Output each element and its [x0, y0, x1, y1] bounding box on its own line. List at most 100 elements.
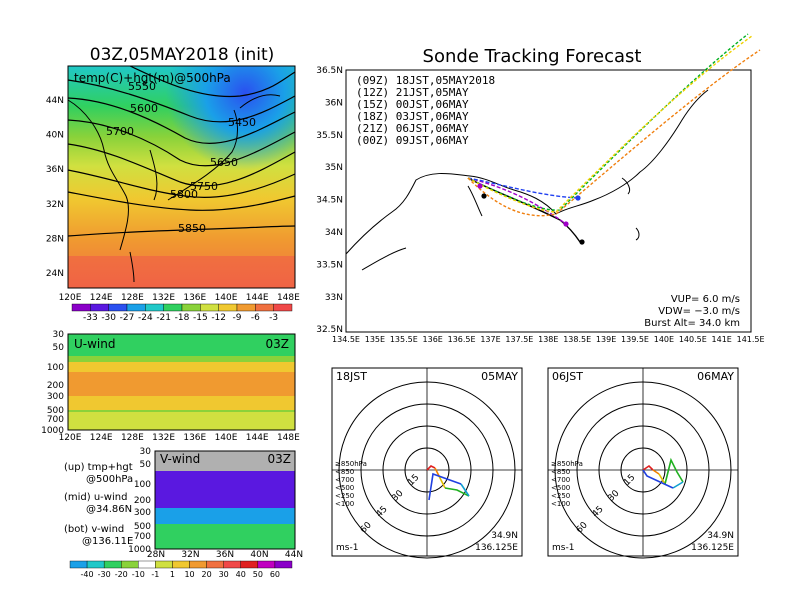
lat-tick-label: 34.5N — [316, 196, 343, 206]
lon-tick-label: 137.5E — [505, 335, 533, 344]
colorbar-swatch — [138, 560, 156, 569]
hodograph-level-label: <100 — [551, 500, 570, 508]
track-panel: (09Z) 18JST,05MAY2018(12Z) 21JST,05MAY(1… — [316, 33, 765, 344]
lon-tick-label: 140.5E — [679, 335, 707, 344]
vwind-label: V-wind — [160, 452, 200, 466]
point-12z — [563, 221, 569, 227]
pressure-tick-label: 50 — [140, 460, 152, 470]
hodograph-lon: 136.125E — [691, 543, 734, 553]
point-09z — [481, 193, 487, 199]
contour-label: 5800 — [170, 188, 198, 201]
track-legend: (09Z) 18JST,05MAY2018(12Z) 21JST,05MAY(1… — [356, 74, 495, 147]
colorbar-label: -18 — [175, 313, 190, 323]
colorbar-label: -24 — [138, 313, 153, 323]
contour-5850 — [67, 225, 296, 237]
note-up: (up) tmp+hgt — [64, 462, 133, 473]
hodograph-trace — [658, 473, 666, 485]
track-legend-entry: (15Z) 00JST,06MAY — [356, 98, 469, 111]
pressure-tick-label: 200 — [134, 496, 151, 506]
track-lat-ticks: 36.5N 36N 35.5N 35N 34.5N 34N 33.5N 33N 32.5N — [316, 66, 343, 335]
colorbar-swatch — [181, 303, 201, 312]
lon-tick-label: 148E — [277, 293, 300, 303]
contour-label: 5650 — [210, 156, 238, 169]
track-vdw: VDW= −3.0 m/s — [658, 306, 740, 317]
hodograph-trace — [642, 464, 654, 471]
vwind-frame — [154, 450, 296, 550]
note-bot-sub: @136.11E — [82, 536, 133, 547]
uwind-frame — [67, 333, 296, 431]
contour-label: 5450 — [228, 116, 256, 129]
pressure-tick-label: 1000 — [128, 545, 151, 555]
lat-tick-label: 44N — [46, 96, 64, 106]
hodograph-trace — [438, 475, 446, 489]
colorbar-label: -21 — [156, 313, 171, 323]
colorbar-label: -20 — [115, 570, 128, 579]
uwind-lon-ticks: 120E 124E 128E 132E 136E 140E 144E 148E — [59, 433, 301, 443]
colorbar-label: -10 — [132, 570, 145, 579]
pressure-tick-label: 30 — [140, 447, 152, 457]
colorbar-swatch — [257, 560, 276, 569]
track-frame — [345, 69, 752, 333]
contour-label: 5550 — [128, 80, 156, 93]
track-legend-entry: (09Z) 18JST,05MAY2018 — [356, 74, 495, 87]
lat-tick-label: 32N — [46, 200, 64, 210]
pressure-tick-label: 30 — [53, 330, 65, 340]
colorbar-label: 10 — [184, 570, 194, 579]
map500-cold-core — [68, 66, 295, 288]
contour-5450 — [129, 65, 296, 98]
colorbar-label: -30 — [101, 313, 116, 323]
track-legend-entry: (12Z) 21JST,05MAY — [356, 86, 469, 99]
colorbar-label: 1 — [170, 570, 175, 579]
lon-tick-label: 144E — [246, 433, 269, 443]
coast-japan — [167, 109, 238, 201]
lat-tick-label: 24N — [46, 269, 64, 279]
colorbar-swatch — [90, 303, 109, 312]
lon-tick-label: 120E — [59, 293, 82, 303]
lon-tick-label: 139.5E — [621, 335, 649, 344]
contour-5550 — [67, 79, 296, 123]
lon-tick-label: 120E — [59, 433, 82, 443]
map500-panel: temp(C)+hgt(m)@500hPa 5550 5600 5700 5450 56… — [46, 65, 300, 323]
point-15z — [575, 195, 581, 201]
lat-tick-label: 36N — [325, 98, 343, 108]
hodograph-level-label: ≥850hPa — [551, 460, 583, 468]
lon-tick-label: 140E — [215, 433, 238, 443]
lat-tick-label: 36N — [46, 165, 64, 175]
hodograph-level-label: <250 — [551, 492, 570, 500]
lon-tick-label: 128E — [121, 293, 144, 303]
hodograph-trace — [426, 465, 436, 471]
colorbar-swatch — [163, 303, 183, 312]
contour-5700 — [67, 143, 296, 187]
hodograph-level-label: <100 — [335, 500, 354, 508]
note-bot: (bot) v-wind — [64, 524, 124, 535]
colorbar-label: -15 — [193, 313, 208, 323]
coast-shikoku — [361, 247, 407, 271]
hodograph-level-label: <250 — [335, 492, 354, 500]
contour-label: 5750 — [190, 180, 218, 193]
colorbar-swatch — [121, 560, 139, 569]
colorbar-swatch — [86, 560, 105, 569]
colorbar-label: -40 — [81, 570, 94, 579]
hodograph-level-label: <700 — [551, 476, 570, 484]
colorbar-label: -9 — [233, 313, 242, 323]
track-burst: Burst Alt= 34.0 km — [644, 318, 740, 329]
colorbar-label: 30 — [219, 570, 229, 579]
hodograph-date: 05MAY — [481, 370, 518, 383]
lat-tick-label: 35.5N — [316, 131, 343, 141]
colorbar-label: 20 — [202, 570, 212, 579]
track-legend-entry: (18Z) 03JST,06MAY — [356, 110, 469, 123]
uwind-time: 03Z — [266, 337, 290, 351]
point-09z-end — [579, 239, 585, 245]
coast-taiwan — [129, 251, 135, 283]
hodograph-trace — [642, 469, 674, 489]
hodograph-trace — [428, 472, 462, 501]
coast-izu — [621, 177, 631, 195]
colorbar-swatch — [240, 560, 259, 569]
colorbar-swatch — [255, 303, 274, 312]
vwind-top — [155, 451, 295, 471]
